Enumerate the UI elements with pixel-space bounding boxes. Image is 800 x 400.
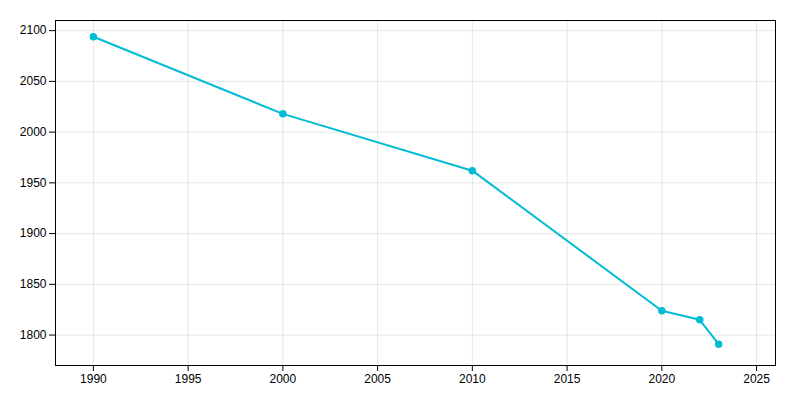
svg-text:1950: 1950	[20, 176, 47, 190]
svg-text:1995: 1995	[175, 372, 202, 386]
svg-text:1990: 1990	[80, 372, 107, 386]
svg-text:2000: 2000	[20, 125, 47, 139]
svg-text:2020: 2020	[648, 372, 675, 386]
svg-text:2010: 2010	[459, 372, 486, 386]
svg-text:2015: 2015	[554, 372, 581, 386]
svg-text:2100: 2100	[20, 23, 47, 37]
svg-text:2025: 2025	[743, 372, 770, 386]
svg-text:2000: 2000	[270, 372, 297, 386]
svg-text:1850: 1850	[20, 277, 47, 291]
svg-text:2005: 2005	[364, 372, 391, 386]
svg-text:1900: 1900	[20, 226, 47, 240]
svg-text:1800: 1800	[20, 328, 47, 342]
svg-text:2050: 2050	[20, 74, 47, 88]
